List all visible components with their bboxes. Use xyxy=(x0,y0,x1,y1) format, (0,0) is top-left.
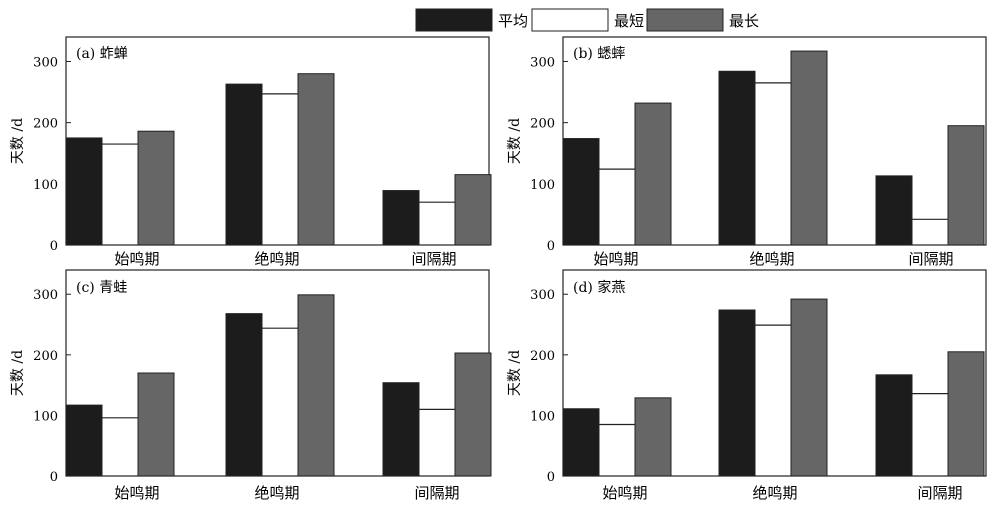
bar-longest xyxy=(454,352,492,477)
panel-d: (d) 家燕 天数 /d 始鸣期 绝鸣期 间隔期 0 100 200 300 xyxy=(507,269,987,502)
bar-mean xyxy=(382,382,420,477)
bar-longest xyxy=(634,102,672,246)
legend-label-longest: 最长 xyxy=(729,12,759,30)
bar-mean xyxy=(718,309,756,477)
bar-mean xyxy=(562,408,600,477)
y-tick-label: 300 xyxy=(530,288,555,303)
bar-mean xyxy=(875,374,913,477)
y-tick-label: 200 xyxy=(33,117,58,132)
bar-longest xyxy=(947,125,985,246)
bar-mean xyxy=(875,175,913,246)
bar-longest xyxy=(297,73,335,246)
x-tick-label: 始鸣期 xyxy=(114,250,159,268)
x-tick-label: 始鸣期 xyxy=(593,250,638,268)
bar-longest xyxy=(137,130,175,246)
plot-frame xyxy=(65,269,490,477)
y-tick-label: 200 xyxy=(530,349,555,364)
panel-b: (b) 蟋蟀 天数 /d 始鸣期 绝鸣期 间隔期 0 100 200 300 xyxy=(507,36,987,268)
bar-mean xyxy=(718,70,756,246)
y-tick-label: 0 xyxy=(50,239,58,254)
legend-swatch-longest xyxy=(646,8,724,32)
y-tick-label: 100 xyxy=(530,409,555,424)
legend-swatch-mean xyxy=(415,8,493,32)
bar-longest xyxy=(137,372,175,477)
y-tick-label: 200 xyxy=(530,117,555,132)
panel-title: (d) 家燕 xyxy=(573,279,625,296)
bar-longest xyxy=(790,298,828,477)
y-tick-label: 300 xyxy=(530,55,555,70)
y-tick-label: 200 xyxy=(33,349,58,364)
y-tick-label: 100 xyxy=(33,178,58,193)
x-tick-label: 绝鸣期 xyxy=(254,484,299,502)
bar-mean xyxy=(382,190,420,246)
panel-title: (b) 蟋蟀 xyxy=(573,46,625,62)
x-tick-label: 间隔期 xyxy=(908,250,953,268)
panel-a: (a) 蚱蝉 天数 /d 始鸣期 绝鸣期 间隔期 0 100 200 300 xyxy=(10,36,492,268)
y-tick-label: 0 xyxy=(50,470,58,485)
y-axis-label: 天数 /d xyxy=(10,350,26,396)
bar-mean xyxy=(65,137,103,246)
bar-longest xyxy=(454,174,492,246)
y-axis-label: 天数 /d xyxy=(507,118,523,164)
bar-longest xyxy=(790,50,828,246)
x-tick-label: 始鸣期 xyxy=(602,484,647,502)
x-tick-label: 绝鸣期 xyxy=(254,250,299,268)
legend: 平均 最短 最长 xyxy=(415,8,759,32)
x-tick-label: 始鸣期 xyxy=(114,484,159,502)
plot-frame xyxy=(65,36,490,246)
x-tick-label: 间隔期 xyxy=(917,484,962,502)
bar-mean xyxy=(225,313,263,477)
panel-title: (c) 青蛙 xyxy=(76,280,127,296)
bar-mean xyxy=(225,83,263,246)
legend-label-shortest: 最短 xyxy=(614,12,644,30)
panel-c: (c) 青蛙 天数 /d 始鸣期 绝鸣期 间隔期 0 100 200 300 xyxy=(10,269,492,502)
y-tick-label: 300 xyxy=(33,288,58,303)
y-tick-label: 100 xyxy=(530,178,555,193)
x-tick-label: 绝鸣期 xyxy=(749,250,794,268)
x-tick-label: 间隔期 xyxy=(411,250,456,268)
legend-label-mean: 平均 xyxy=(498,12,528,30)
bar-longest xyxy=(297,294,335,477)
x-tick-label: 间隔期 xyxy=(414,484,459,502)
y-tick-label: 0 xyxy=(547,239,555,254)
panel-title: (a) 蚱蝉 xyxy=(76,46,128,62)
bar-longest xyxy=(634,397,672,477)
y-tick-label: 0 xyxy=(547,470,555,485)
bar-mean xyxy=(65,404,103,477)
bar-longest xyxy=(947,351,985,477)
plot-frame xyxy=(562,36,987,246)
y-tick-label: 300 xyxy=(33,55,58,70)
legend-swatch-shortest xyxy=(531,8,609,32)
y-tick-label: 100 xyxy=(33,409,58,424)
y-axis-label: 天数 /d xyxy=(507,350,523,396)
bar-mean xyxy=(562,138,600,246)
x-tick-label: 绝鸣期 xyxy=(752,484,797,502)
plot-frame xyxy=(562,269,987,477)
y-axis-label: 天数 /d xyxy=(10,118,26,164)
